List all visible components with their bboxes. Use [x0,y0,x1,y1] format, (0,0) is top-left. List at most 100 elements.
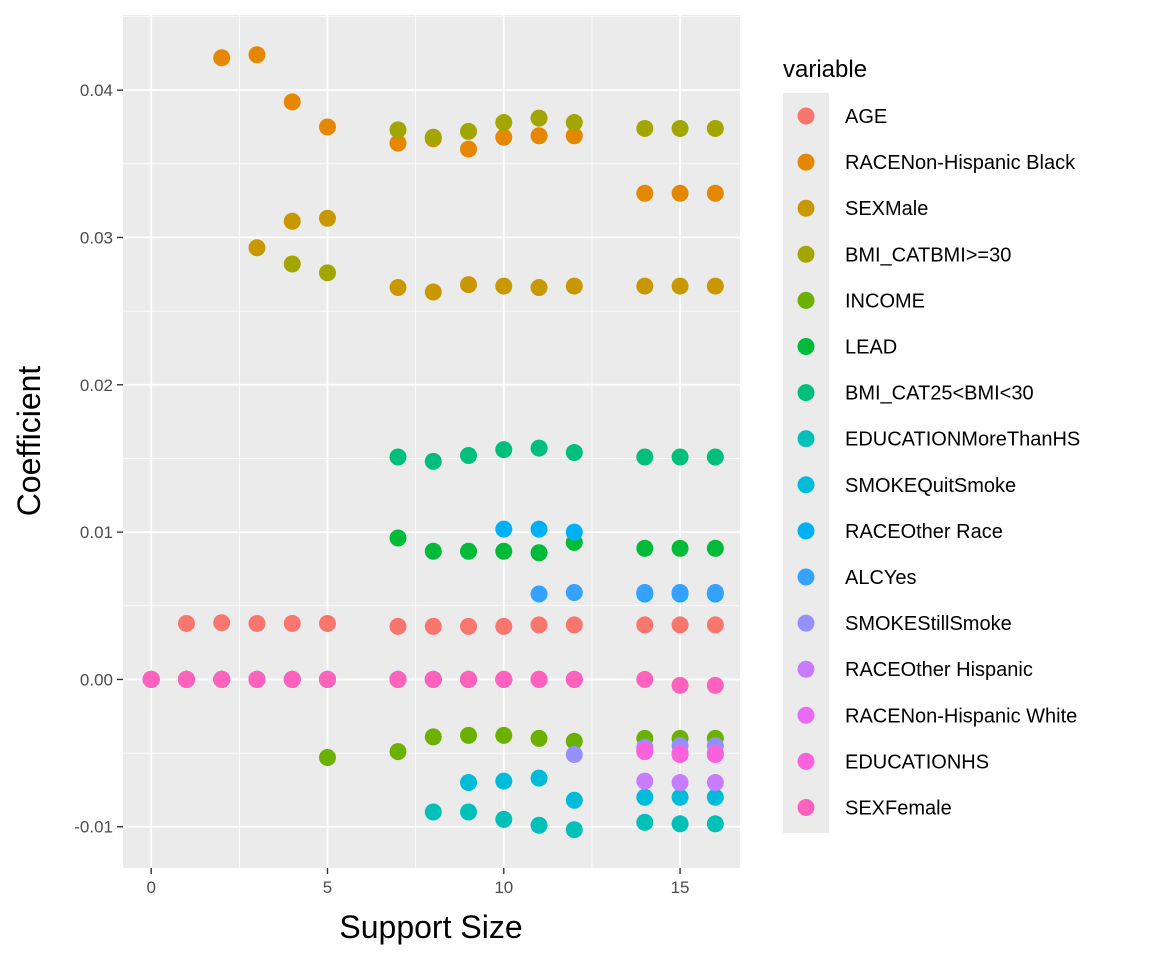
data-point [636,539,654,557]
legend-key-marker [797,476,815,494]
legend-item: SMOKEStillSmoke [797,613,1012,635]
data-point [213,49,231,67]
data-point [318,670,336,688]
data-point [706,815,724,833]
data-point [460,617,478,635]
legend-label: BMI_CATBMI>=30 [845,244,1011,266]
legend-label: RACENon-Hispanic White [845,705,1077,727]
data-point [530,279,548,297]
data-point [565,821,583,839]
data-point [636,277,654,295]
data-point [389,121,407,139]
data-point [283,614,301,632]
data-point [424,128,442,146]
legend-item: RACENon-Hispanic White [797,705,1077,727]
legend-label: SEXMale [845,198,928,220]
data-point [671,774,689,792]
data-point [389,529,407,547]
data-point [565,791,583,809]
legend-item: BMI_CAT25<BMI<30 [797,383,1034,405]
data-point [565,127,583,145]
x-axis-title: Support Size [339,909,522,945]
data-point [530,616,548,634]
legend-key-marker [797,153,815,171]
data-point [706,539,724,557]
legend-item: AGE [797,106,887,128]
legend-item: SEXMale [797,198,928,220]
data-point [706,774,724,792]
legend-label: INCOME [845,290,925,312]
data-point [460,670,478,688]
legend-key-marker [797,291,815,309]
data-point [318,264,336,282]
plot-panel [123,15,740,868]
data-point [424,452,442,470]
data-point [636,788,654,806]
data-point [495,520,513,538]
data-point [318,209,336,227]
series-points [142,670,724,694]
legend-item: ALCYes [797,567,917,589]
data-point [424,803,442,821]
y-tick-label: -0.01 [74,818,113,837]
data-point [530,729,548,747]
legend-key-marker [797,107,815,125]
data-point [248,614,266,632]
y-tick-label: 0.04 [80,81,113,100]
data-point [283,93,301,111]
data-point [495,441,513,459]
data-point [565,444,583,462]
data-point [460,446,478,464]
data-point [530,544,548,562]
x-tick-label: 0 [146,878,155,897]
legend-key-marker [797,199,815,217]
data-point [671,676,689,694]
data-point [460,803,478,821]
data-point [706,119,724,137]
data-point [213,614,231,632]
data-point [283,212,301,230]
data-point [706,184,724,202]
legend-item: LEAD [797,337,897,359]
data-point [636,184,654,202]
legend-key-marker [797,338,815,355]
data-point [460,140,478,158]
legend-item: RACEOther Race [797,521,1003,543]
data-point [424,728,442,746]
legend-key-marker [797,614,815,632]
legend-label: AGE [845,106,887,128]
data-point [248,670,266,688]
legend-items: AGE RACENon-Hispanic Black SEXMale BMI_CATB… [797,106,1080,820]
legend-item: RACENon-Hispanic Black [797,152,1076,174]
legend-item: SEXFemale [797,798,952,820]
data-point [389,134,407,152]
data-point [213,670,231,688]
legend-item: EDUCATIONMoreThanHS [797,429,1080,451]
legend-key-marker [797,660,815,678]
data-point [636,813,654,831]
data-point [706,788,724,806]
data-point [706,448,724,466]
legend-label: EDUCATIONHS [845,751,989,773]
data-point [530,520,548,538]
data-point [460,774,478,792]
data-point [671,746,689,764]
data-point [706,616,724,634]
data-point [495,772,513,790]
legend-label: LEAD [845,337,897,359]
y-tick-label: 0.00 [80,670,113,689]
x-axis: 0 5 10 15 [146,868,690,897]
legend-key-marker [797,568,815,586]
data-point [142,670,160,688]
data-point [671,616,689,634]
y-tick-label: 0.02 [80,376,113,395]
data-point [530,127,548,145]
data-point [565,746,583,764]
legend-label: EDUCATIONMoreThanHS [845,429,1080,451]
data-point [177,614,195,632]
legend-key-marker [797,384,815,402]
data-point [495,114,513,132]
data-point [565,616,583,634]
data-point [424,670,442,688]
data-point [495,810,513,828]
